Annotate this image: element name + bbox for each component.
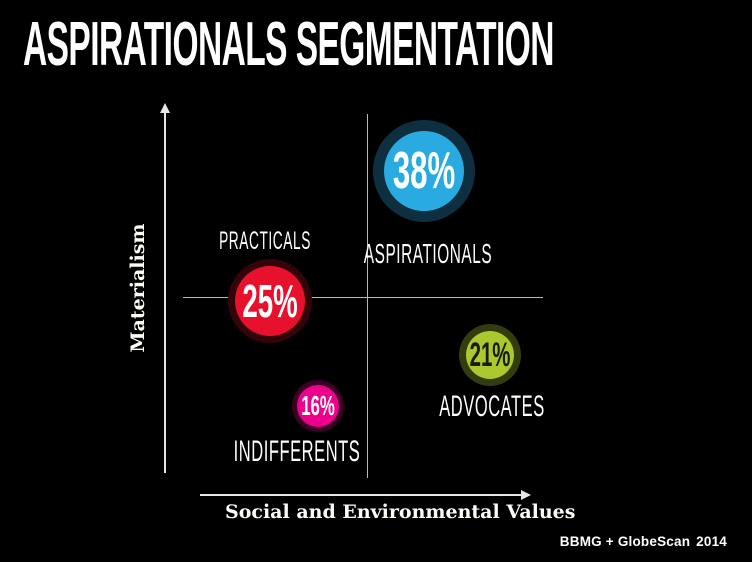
bubble-advocates-percent: 21%: [469, 336, 511, 374]
bubble-indifferents: 16%: [297, 385, 339, 427]
segment-label-aspirationals: ASPIRATIONALS: [363, 238, 493, 269]
bubble-aspirationals: 38%: [384, 131, 464, 211]
x-axis-label: Social and Environmental Values: [225, 501, 576, 523]
quadrant-divider-horizontal: [183, 297, 543, 298]
segment-label-practicals: PRACTICALS: [219, 227, 311, 255]
y-axis-arrow-icon: [160, 103, 170, 113]
x-axis-line: [200, 494, 522, 496]
bubble-advocates: 21%: [466, 331, 514, 379]
y-axis-line: [164, 112, 166, 473]
bubble-indifferents-percent: 16%: [301, 390, 335, 421]
segment-label-indifferents: INDIFFERENTS: [233, 435, 361, 468]
bubble-aspirationals-percent: 38%: [392, 142, 456, 200]
segment-label-advocates: ADVOCATES: [439, 390, 545, 423]
quadrant-divider-vertical: [367, 114, 368, 478]
bubble-practicals-percent: 25%: [242, 275, 298, 327]
source-year: 2014: [696, 534, 727, 549]
x-axis-arrow-icon: [521, 490, 531, 500]
y-axis-label: Materialism: [127, 223, 149, 353]
source-name: BBMG + GlobeScan: [559, 534, 691, 549]
page-title: ASPIRATIONALS SEGMENTATION: [23, 10, 554, 79]
source-attribution: BBMG + GlobeScan 2014: [560, 534, 727, 549]
bubble-practicals: 25%: [235, 266, 305, 336]
